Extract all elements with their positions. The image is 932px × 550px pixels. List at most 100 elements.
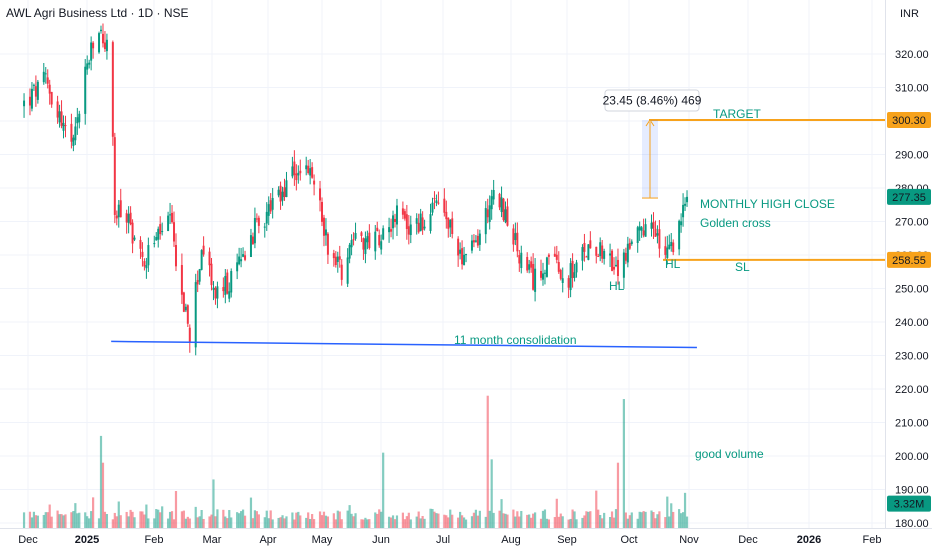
time-tick-label: Nov: [679, 534, 699, 546]
volume-bar: [401, 512, 404, 528]
candle-body: [640, 227, 643, 231]
candle-body: [540, 270, 543, 278]
candle-body: [504, 209, 507, 223]
volume-bar: [147, 518, 150, 528]
volume-bar: [506, 514, 509, 528]
volume-bar: [212, 479, 215, 528]
candle-body: [528, 264, 531, 270]
volume-bar: [184, 518, 187, 528]
candle-body: [269, 200, 272, 212]
candle-body: [419, 213, 422, 232]
candle-body: [429, 214, 432, 231]
volume-bar: [403, 519, 406, 528]
candle-body: [125, 213, 128, 223]
volume-bar: [681, 512, 685, 528]
sl-label[interactable]: SL: [735, 260, 750, 274]
candle-body: [320, 201, 323, 222]
volume-bar: [251, 518, 255, 528]
volume-bar: [514, 516, 517, 528]
volume-bar: [166, 518, 170, 528]
volume-bar: [253, 510, 257, 528]
volume-bar: [311, 514, 314, 528]
drawing-overlay[interactable]: 23.45 (8.46%) 469 TARGET MONTHLY HIGH CLOS…: [111, 89, 885, 461]
candle-body: [84, 66, 87, 114]
candle-body: [484, 208, 487, 235]
volume-bar: [32, 511, 36, 528]
volume-bar: [443, 514, 446, 528]
candle-body: [48, 84, 51, 94]
volume-bar: [332, 513, 335, 528]
candle-body: [516, 232, 519, 252]
volume-bar: [603, 512, 606, 528]
candle-body: [415, 218, 418, 224]
monthly-high-close-label[interactable]: MONTHLY HIGH CLOSE: [700, 197, 835, 211]
candle-body: [133, 237, 136, 240]
candle-body: [672, 242, 675, 253]
candle-body: [76, 117, 79, 124]
volume-bar: [269, 510, 272, 528]
good-volume-label[interactable]: good volume: [695, 447, 764, 461]
candle-body: [555, 254, 558, 260]
candle-body: [42, 71, 45, 83]
candle-body: [90, 42, 93, 61]
golden-cross-label[interactable]: Golden cross: [700, 216, 771, 230]
volume-bar: [429, 508, 432, 528]
volume-bar: [44, 512, 47, 528]
currency-label[interactable]: INR: [900, 8, 919, 20]
candle-body: [86, 63, 89, 70]
candle-body: [587, 244, 590, 260]
candle-body: [60, 111, 63, 126]
candle-body: [236, 262, 239, 272]
candle-body: [664, 246, 667, 255]
volume-bar: [616, 462, 620, 528]
target-label[interactable]: TARGET: [713, 107, 761, 121]
volume-bar: [326, 516, 330, 528]
volume-bar: [129, 509, 132, 528]
volume-bar: [589, 511, 592, 528]
candle-body: [113, 137, 116, 215]
candle-body: [380, 241, 383, 250]
candle-body: [616, 259, 619, 276]
volume-bar: [111, 519, 114, 528]
volume-bar: [583, 515, 586, 528]
candles[interactable]: [23, 23, 689, 356]
volume-bar: [153, 518, 156, 528]
price-badge: [887, 188, 931, 205]
candle-body: [652, 221, 655, 229]
candle-body: [62, 122, 65, 131]
volume-bar: [528, 514, 531, 528]
candle-body: [478, 233, 481, 245]
volume-bar: [143, 514, 146, 528]
volume-bar: [656, 514, 659, 528]
consolidation-label[interactable]: 11 month consolidation: [454, 333, 577, 347]
volume-bar: [567, 519, 570, 528]
time-axis[interactable]: Dec 2025 Feb Mar Apr May Jun Jul Aug Sep Oct Nov Dec…: [18, 534, 881, 546]
candle-body: [403, 211, 406, 219]
candle-body: [666, 247, 669, 258]
hl-label-1[interactable]: HL: [609, 279, 625, 293]
consolidation-line[interactable]: [111, 340, 697, 349]
volume-bar: [224, 516, 227, 528]
volume-bar: [624, 512, 627, 528]
volume-bar: [198, 516, 201, 528]
candle-body: [502, 198, 505, 221]
candle-body: [322, 217, 325, 236]
price-axis[interactable]: 320.00310.00300.00290.00280.00270.00260.…: [895, 49, 929, 530]
volume-bar: [362, 519, 365, 528]
candle-body: [72, 137, 75, 146]
candle-body: [520, 252, 523, 268]
volume-bar: [174, 491, 178, 528]
candle-body: [470, 240, 473, 251]
candle-body: [488, 205, 491, 222]
volume-bar: [553, 517, 556, 528]
hl-label-2[interactable]: HL: [665, 257, 681, 271]
volume-bar: [433, 511, 436, 528]
candle-body: [30, 88, 33, 109]
candle-body: [326, 233, 329, 255]
volume-bar: [409, 519, 412, 528]
candle-body: [626, 243, 629, 263]
candle-body: [490, 196, 493, 210]
volume-bar: [595, 490, 598, 528]
